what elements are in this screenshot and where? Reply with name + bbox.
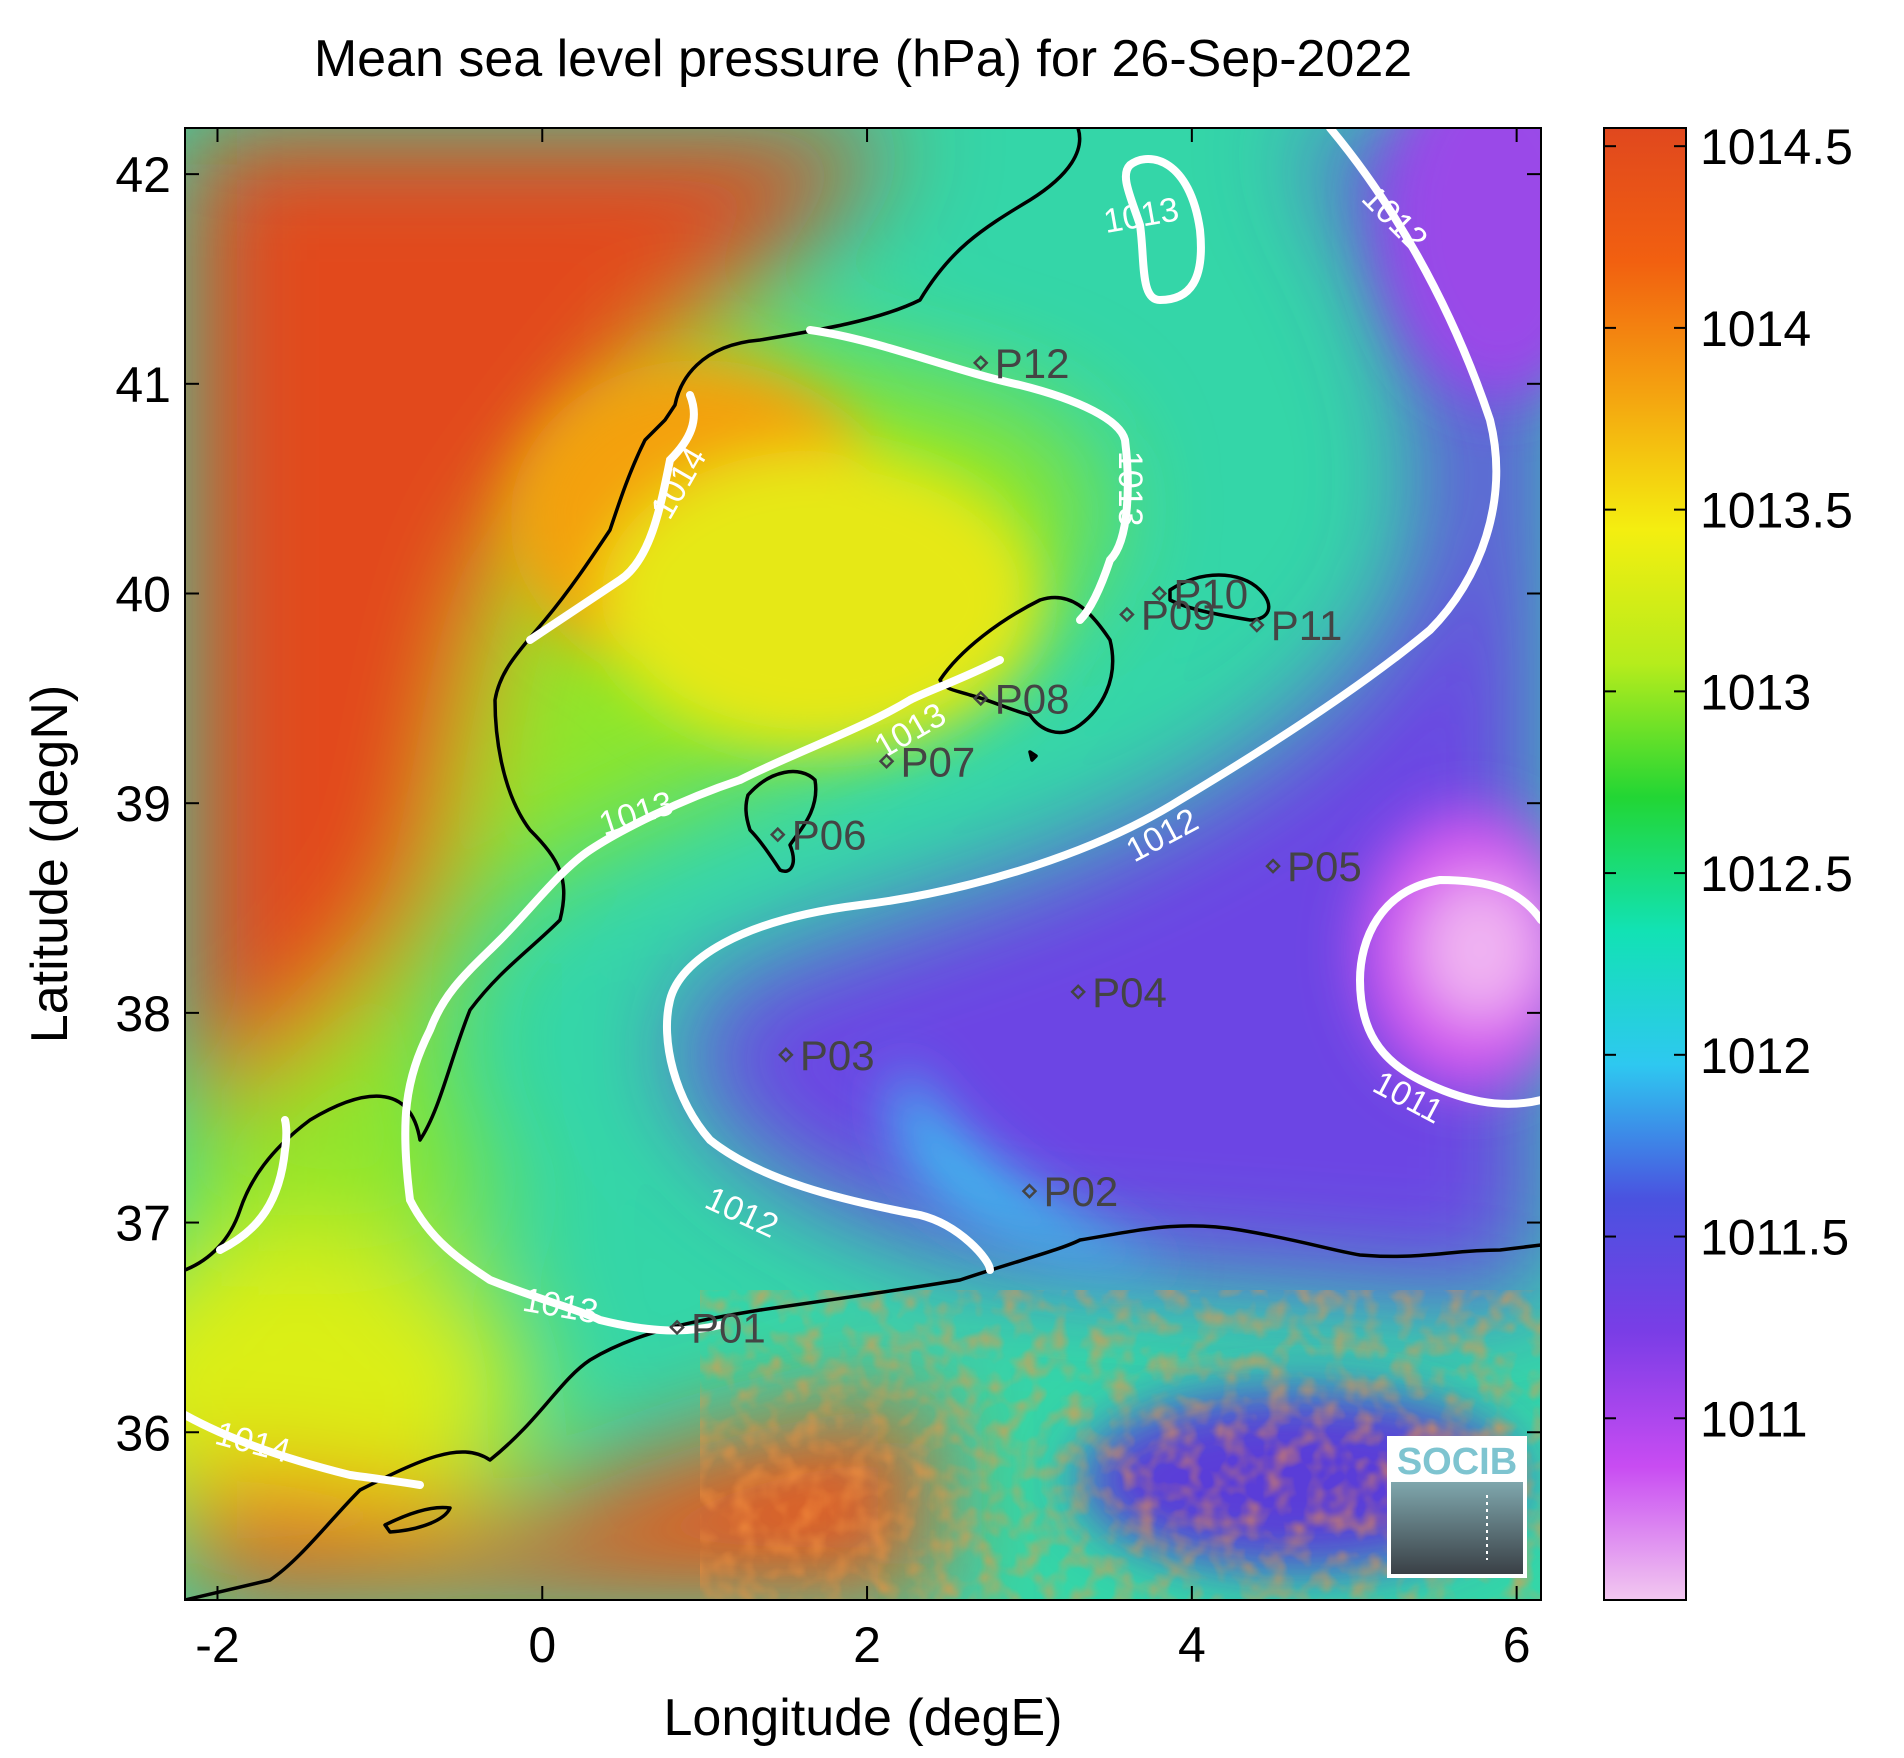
station-label: P09 — [1141, 591, 1216, 638]
station-label: P05 — [1287, 843, 1362, 890]
station-p06: P06 — [769, 812, 867, 859]
socib-logo: SOCIB — [1387, 1436, 1527, 1578]
colorbar-tick-label: 1012.5 — [1700, 846, 1853, 902]
coastlines — [185, 128, 1541, 1600]
station-marker — [878, 753, 895, 770]
chart-title: Mean sea level pressure (hPa) for 26-Sep… — [314, 30, 1412, 88]
y-tick-label: 40 — [115, 567, 171, 623]
x-axis: -2 0 2 4 6 — [195, 128, 1531, 1673]
station-label: P11 — [1271, 602, 1343, 649]
plot-frame — [184, 127, 1542, 1601]
y-axis: 36 37 38 39 40 41 42 — [115, 147, 1541, 1461]
isobar-1013-main — [401, 326, 1132, 1335]
station-label: P12 — [995, 340, 1070, 387]
station-p08: P08 — [972, 675, 1070, 722]
y-tick-label: 39 — [115, 776, 171, 832]
y-tick-label: 37 — [115, 1196, 171, 1252]
y-tick-label: 41 — [115, 357, 171, 413]
station-p09: P09 — [1119, 591, 1216, 638]
station-marker — [972, 355, 989, 371]
isobar-contours — [185, 128, 1541, 1489]
station-label: P01 — [691, 1304, 766, 1351]
colorbar-gradient — [1603, 127, 1687, 1601]
x-tick-label: 6 — [1503, 1617, 1531, 1673]
colorbar-tick-label: 1013.5 — [1700, 483, 1853, 539]
station-marker — [669, 1319, 685, 1336]
y-axis-label: Latitude (degN) — [21, 685, 79, 1043]
isobar-1012-north — [663, 128, 1501, 1274]
station-marker — [1119, 606, 1135, 623]
station-p04: P04 — [1070, 969, 1167, 1016]
isobar-1014-north — [526, 391, 698, 644]
coast-africa — [185, 1224, 1541, 1600]
colorbar-tick-label: 1011 — [1700, 1391, 1808, 1447]
station-p03: P03 — [778, 1032, 875, 1079]
station-p12: P12 — [972, 340, 1070, 387]
station-p07: P07 — [878, 738, 976, 785]
colorbar-ticks: 1011 1011.5 1012 1012.5 1013 1013.5 1014 1014.5 — [1604, 119, 1853, 1447]
station-p10: P10 — [1151, 571, 1248, 618]
y-tick-label: 36 — [115, 1405, 171, 1461]
station-marker — [972, 690, 989, 707]
station-label: P07 — [901, 738, 976, 785]
colorbar-tick-label: 1011.5 — [1700, 1210, 1849, 1266]
island-menorca — [1168, 573, 1271, 622]
isobar-1011-east — [1355, 875, 1541, 1108]
station-marker — [1265, 858, 1281, 874]
station-label: P10 — [1173, 571, 1248, 618]
colorbar-tick-label: 1014 — [1700, 301, 1811, 357]
colorbar-tick-label: 1014.5 — [1700, 119, 1853, 175]
island-ibiza — [744, 769, 818, 873]
colorbar-tick-label: 1012 — [1700, 1028, 1811, 1084]
x-tick-label: 2 — [853, 1617, 881, 1673]
station-label: P03 — [800, 1032, 875, 1079]
socib-logo-text: SOCIB — [1397, 1441, 1517, 1483]
x-axis-label: Longitude (degE) — [664, 1689, 1063, 1747]
x-tick-label: 4 — [1178, 1617, 1206, 1673]
x-tick-label: -2 — [195, 1617, 239, 1673]
colorbar-tick-label: 1013 — [1700, 664, 1811, 720]
coast-iberia — [185, 128, 1082, 1272]
station-p05: P05 — [1265, 843, 1362, 890]
station-label: P08 — [995, 675, 1070, 722]
colorbar: 1011 1011.5 1012 1012.5 1013 1013.5 1014 1014.5 — [1603, 119, 1853, 1601]
station-marker — [778, 1047, 794, 1063]
station-label: P02 — [1043, 1168, 1118, 1215]
y-tick-label: 38 — [115, 986, 171, 1042]
station-label: P06 — [792, 812, 867, 859]
contour-label: 1013 — [1111, 451, 1149, 527]
station-marker — [1249, 617, 1265, 633]
station-marker — [1021, 1183, 1038, 1199]
island-alboran — [383, 1505, 452, 1534]
y-tick-label: 42 — [115, 147, 171, 203]
island-cabrera — [1028, 750, 1038, 762]
station-p01: P01 — [669, 1304, 766, 1351]
x-tick-label: 0 — [528, 1617, 556, 1673]
station-marker — [1070, 984, 1086, 1000]
station-marker — [769, 826, 786, 843]
station-p11: P11 — [1249, 602, 1343, 649]
station-label: P04 — [1092, 969, 1167, 1016]
station-p02: P02 — [1021, 1168, 1118, 1215]
isobar-1014-sw — [216, 1116, 291, 1254]
isobar-1013-north — [1121, 155, 1205, 305]
station-marker — [1151, 585, 1168, 602]
isobar-1014-south — [185, 1411, 424, 1489]
